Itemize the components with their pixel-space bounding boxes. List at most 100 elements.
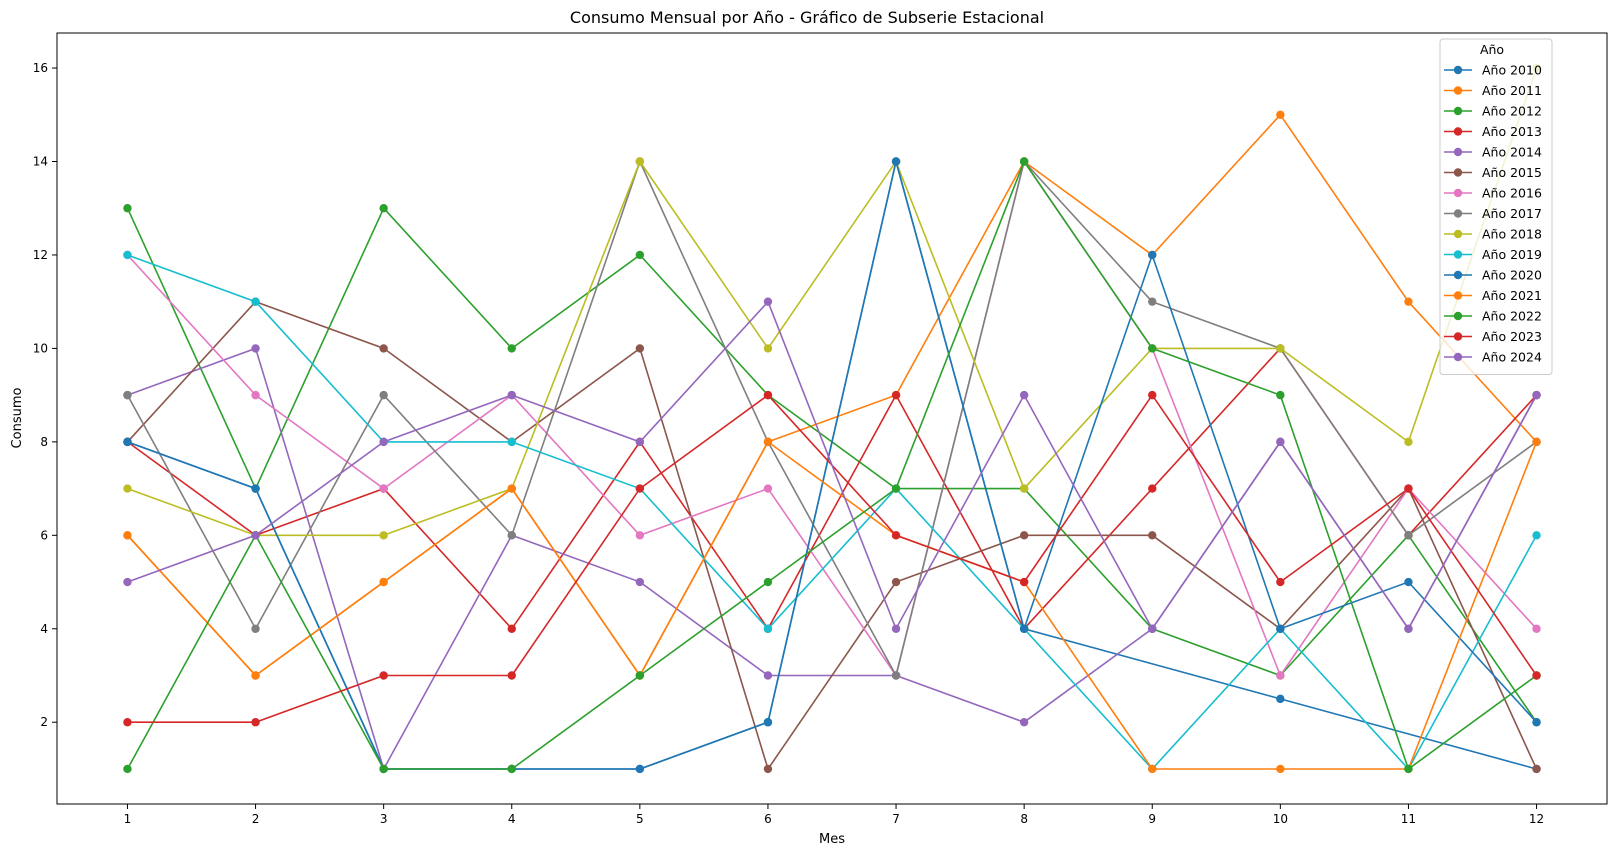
data-point — [379, 390, 388, 400]
legend-label: Año 2010 — [1482, 63, 1542, 78]
legend-item: Año 2022 — [1444, 309, 1542, 324]
data-point — [1404, 531, 1413, 540]
legend-label: Año 2014 — [1482, 145, 1542, 160]
legend-marker — [1453, 229, 1463, 239]
data-point — [891, 577, 901, 587]
data-point — [123, 764, 132, 774]
plot-frame — [56, 32, 1608, 805]
data-point — [1019, 390, 1029, 400]
legend-marker — [1453, 270, 1463, 280]
legend-marker — [1453, 311, 1463, 321]
data-point — [1532, 390, 1541, 400]
legend-label: Año 2011 — [1482, 83, 1542, 98]
chart-title: Consumo Mensual por Año - Gráfico de Sub… — [570, 8, 1044, 27]
x-tick-label: 8 — [1020, 812, 1028, 826]
data-point — [379, 764, 388, 774]
legend-label: Año 2022 — [1482, 309, 1542, 324]
data-point — [1148, 390, 1157, 400]
legend-marker — [1453, 291, 1463, 300]
x-axis-label: Mes — [819, 832, 845, 847]
data-point — [1404, 437, 1413, 447]
data-point — [251, 531, 260, 540]
data-point — [891, 390, 901, 400]
x-tick-label: 4 — [508, 812, 516, 826]
data-point — [1148, 344, 1157, 353]
legend-label: Año 2016 — [1482, 186, 1542, 201]
legend-item: Año 2024 — [1444, 350, 1542, 365]
x-tick-label: 7 — [892, 812, 900, 826]
x-tick-label: 9 — [1148, 812, 1156, 826]
data-point — [1276, 344, 1285, 353]
legend-marker — [1453, 168, 1463, 177]
data-point — [1276, 624, 1285, 633]
data-point — [251, 297, 260, 306]
data-point — [763, 624, 773, 633]
y-tick-label: 14 — [33, 155, 48, 169]
legend-marker — [1453, 86, 1463, 95]
data-point — [379, 437, 388, 447]
data-point — [1404, 297, 1413, 306]
data-point — [891, 624, 901, 633]
data-point — [1404, 484, 1413, 493]
data-point — [763, 437, 773, 447]
legend-label: Año 2020 — [1482, 268, 1542, 283]
y-tick-label: 2 — [40, 715, 48, 729]
data-point — [123, 250, 132, 260]
series-line — [126, 160, 1538, 677]
data-point — [635, 764, 645, 774]
legend: Año Año 2010 Año 2011 Año 2012 Año 2013 Año 2… — [1439, 38, 1553, 375]
y-axis: 2 4 6 8 10 12 14 16 — [33, 61, 57, 729]
legend-title: Año — [1480, 42, 1504, 57]
legend-item: Año 2014 — [1444, 145, 1542, 160]
y-tick-label: 10 — [33, 341, 48, 355]
data-point — [507, 344, 516, 353]
legend-marker — [1453, 188, 1463, 198]
legend-box — [1439, 38, 1553, 375]
y-tick-label: 6 — [40, 528, 48, 542]
data-point — [251, 624, 260, 633]
data-point — [1019, 531, 1029, 540]
x-tick-label: 5 — [636, 812, 644, 826]
series-año-2024 — [123, 297, 1541, 633]
data-point — [1276, 437, 1285, 447]
data-point — [1019, 624, 1029, 633]
data-point — [251, 344, 260, 353]
y-tick-label: 4 — [40, 622, 48, 636]
data-point — [763, 297, 773, 306]
data-point — [763, 484, 773, 493]
data-point — [635, 344, 645, 353]
legend-label: Año 2024 — [1482, 350, 1542, 365]
data-point — [251, 718, 260, 727]
legend-item: Año 2020 — [1444, 268, 1542, 283]
data-point — [1532, 437, 1541, 447]
data-point — [507, 437, 516, 447]
legend-marker — [1453, 352, 1463, 362]
data-point — [1148, 250, 1157, 260]
data-point — [763, 577, 773, 587]
data-point — [1532, 764, 1541, 774]
x-tick-label: 2 — [252, 812, 260, 826]
data-point — [1404, 624, 1413, 633]
legend-marker — [1453, 332, 1463, 341]
legend-item: Año 2018 — [1444, 227, 1542, 242]
data-point — [763, 390, 773, 400]
data-point — [507, 624, 516, 633]
data-point — [1019, 157, 1029, 166]
data-point — [251, 390, 260, 400]
legend-label: Año 2017 — [1482, 206, 1542, 221]
series-line — [126, 441, 1538, 770]
data-point — [1404, 577, 1413, 587]
data-point — [763, 344, 773, 353]
x-tick-label: 11 — [1401, 812, 1416, 826]
data-point — [1019, 718, 1029, 727]
legend-item: Año 2021 — [1444, 288, 1542, 303]
data-point — [123, 204, 132, 213]
data-point — [1276, 110, 1285, 119]
data-point — [763, 671, 773, 680]
data-point — [379, 344, 388, 353]
data-point — [1019, 484, 1029, 493]
data-point — [379, 204, 388, 213]
data-point — [635, 437, 645, 447]
y-tick-label: 12 — [33, 248, 48, 262]
